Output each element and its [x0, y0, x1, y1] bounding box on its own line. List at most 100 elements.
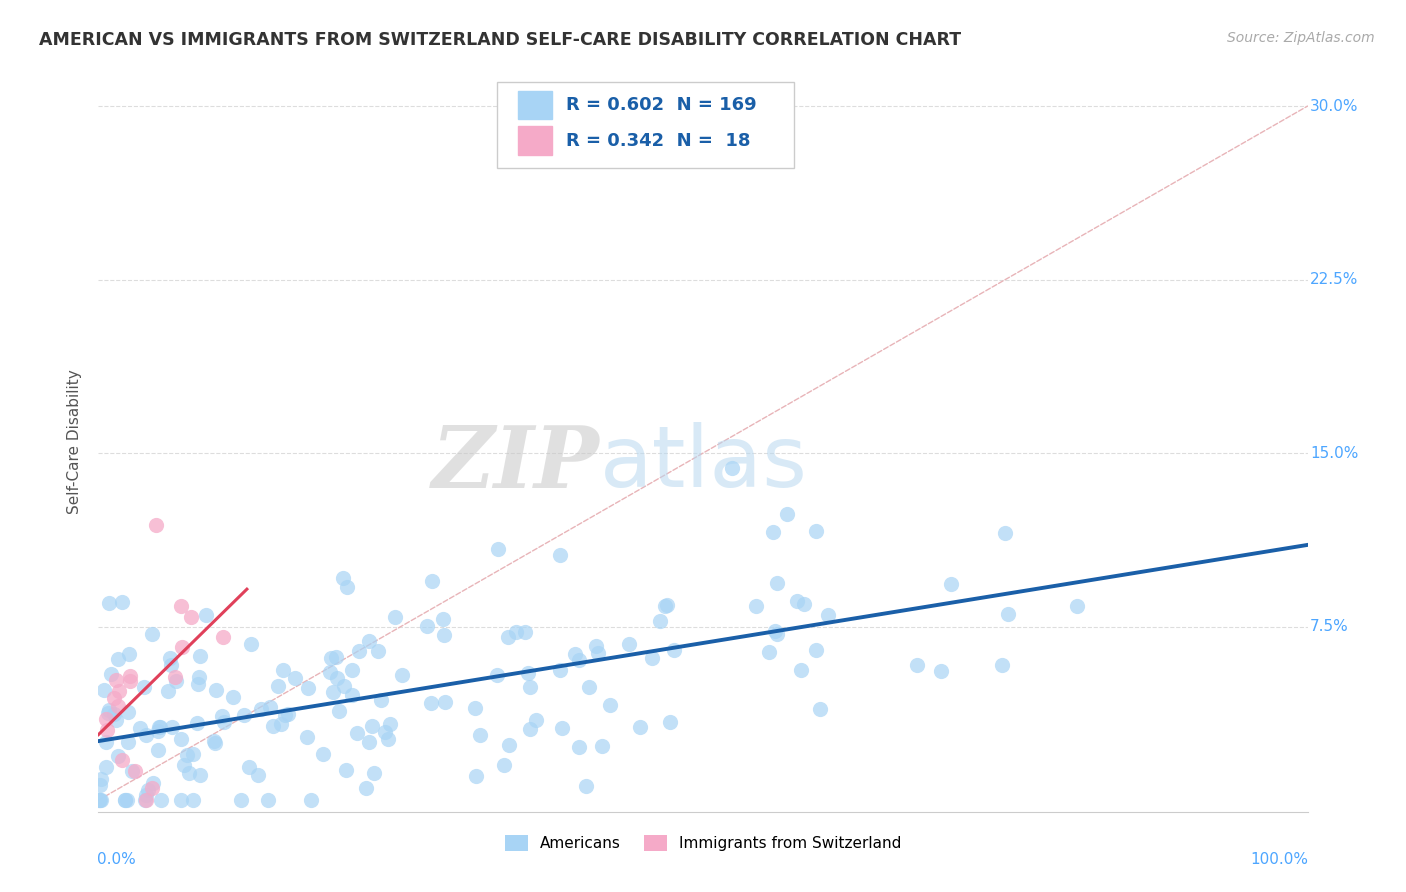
Point [134, 793, 156, 807]
Point [524, 713, 547, 727]
Point [257, 793, 280, 807]
Point [332, 571, 354, 585]
Text: 22.5%: 22.5% [1310, 272, 1358, 287]
Point [181, 793, 204, 807]
Point [377, 732, 399, 747]
Point [94, 760, 117, 774]
Point [628, 720, 651, 734]
Point [599, 698, 621, 712]
Point [465, 769, 488, 783]
Text: R = 0.342  N =  18: R = 0.342 N = 18 [567, 131, 751, 150]
Point [145, 517, 167, 532]
Point [994, 526, 1017, 541]
Point [98, 703, 121, 717]
Point [359, 633, 381, 648]
Point [574, 779, 596, 793]
Point [105, 673, 128, 687]
Point [766, 576, 789, 591]
Point [586, 646, 609, 660]
Point [720, 460, 742, 475]
Point [121, 764, 143, 779]
Point [94, 712, 117, 726]
Point [98, 596, 121, 610]
Point [416, 619, 439, 633]
Point [103, 707, 125, 722]
Point [585, 640, 607, 654]
Point [328, 704, 350, 718]
Point [336, 580, 359, 594]
Point [107, 652, 129, 666]
Point [202, 734, 225, 748]
Point [149, 793, 172, 807]
Text: 7.5%: 7.5% [1310, 619, 1348, 634]
Point [117, 735, 139, 749]
Point [745, 599, 768, 614]
Point [468, 728, 491, 742]
Point [170, 640, 193, 654]
Point [134, 680, 156, 694]
Point [211, 630, 233, 644]
Point [148, 720, 170, 734]
Point [156, 684, 179, 698]
Point [93, 683, 115, 698]
Point [205, 683, 228, 698]
Point [1066, 599, 1088, 614]
Point [496, 630, 519, 644]
FancyBboxPatch shape [498, 82, 793, 168]
Point [107, 749, 129, 764]
Point [270, 717, 292, 731]
Point [991, 658, 1014, 673]
Point [486, 542, 509, 557]
Point [363, 765, 385, 780]
Point [129, 721, 152, 735]
Point [135, 728, 157, 742]
Point [321, 650, 343, 665]
Point [222, 690, 245, 704]
Point [357, 735, 380, 749]
Point [124, 764, 146, 779]
Point [464, 701, 486, 715]
Point [89, 793, 111, 807]
Point [90, 772, 112, 786]
Point [776, 507, 799, 521]
Point [568, 653, 591, 667]
Point [297, 730, 319, 744]
Point [325, 671, 347, 685]
Point [297, 681, 319, 695]
Point [146, 743, 169, 757]
Point [551, 721, 574, 735]
Point [100, 666, 122, 681]
Point [641, 650, 664, 665]
Point [505, 625, 527, 640]
Point [420, 574, 443, 588]
Point [135, 788, 157, 802]
Point [929, 664, 952, 678]
Point [568, 739, 591, 754]
Point [492, 758, 515, 772]
Point [212, 714, 235, 729]
Point [939, 577, 962, 591]
Point [247, 767, 270, 781]
Point [170, 599, 193, 614]
Point [87, 793, 110, 807]
Point [165, 674, 187, 689]
Point [322, 685, 344, 699]
Legend: Americans, Immigrants from Switzerland: Americans, Immigrants from Switzerland [499, 830, 907, 857]
Text: 0.0%: 0.0% [97, 853, 136, 867]
Point [111, 752, 134, 766]
Point [181, 747, 204, 762]
Point [89, 793, 111, 807]
Point [312, 747, 335, 761]
Point [118, 669, 141, 683]
Point [188, 767, 211, 781]
Point [433, 627, 456, 641]
Point [806, 643, 828, 657]
Point [654, 599, 676, 613]
Point [374, 724, 396, 739]
Point [548, 548, 571, 562]
Point [808, 702, 831, 716]
Point [274, 707, 297, 722]
Point [762, 524, 785, 539]
Point [786, 594, 808, 608]
Point [380, 717, 402, 731]
